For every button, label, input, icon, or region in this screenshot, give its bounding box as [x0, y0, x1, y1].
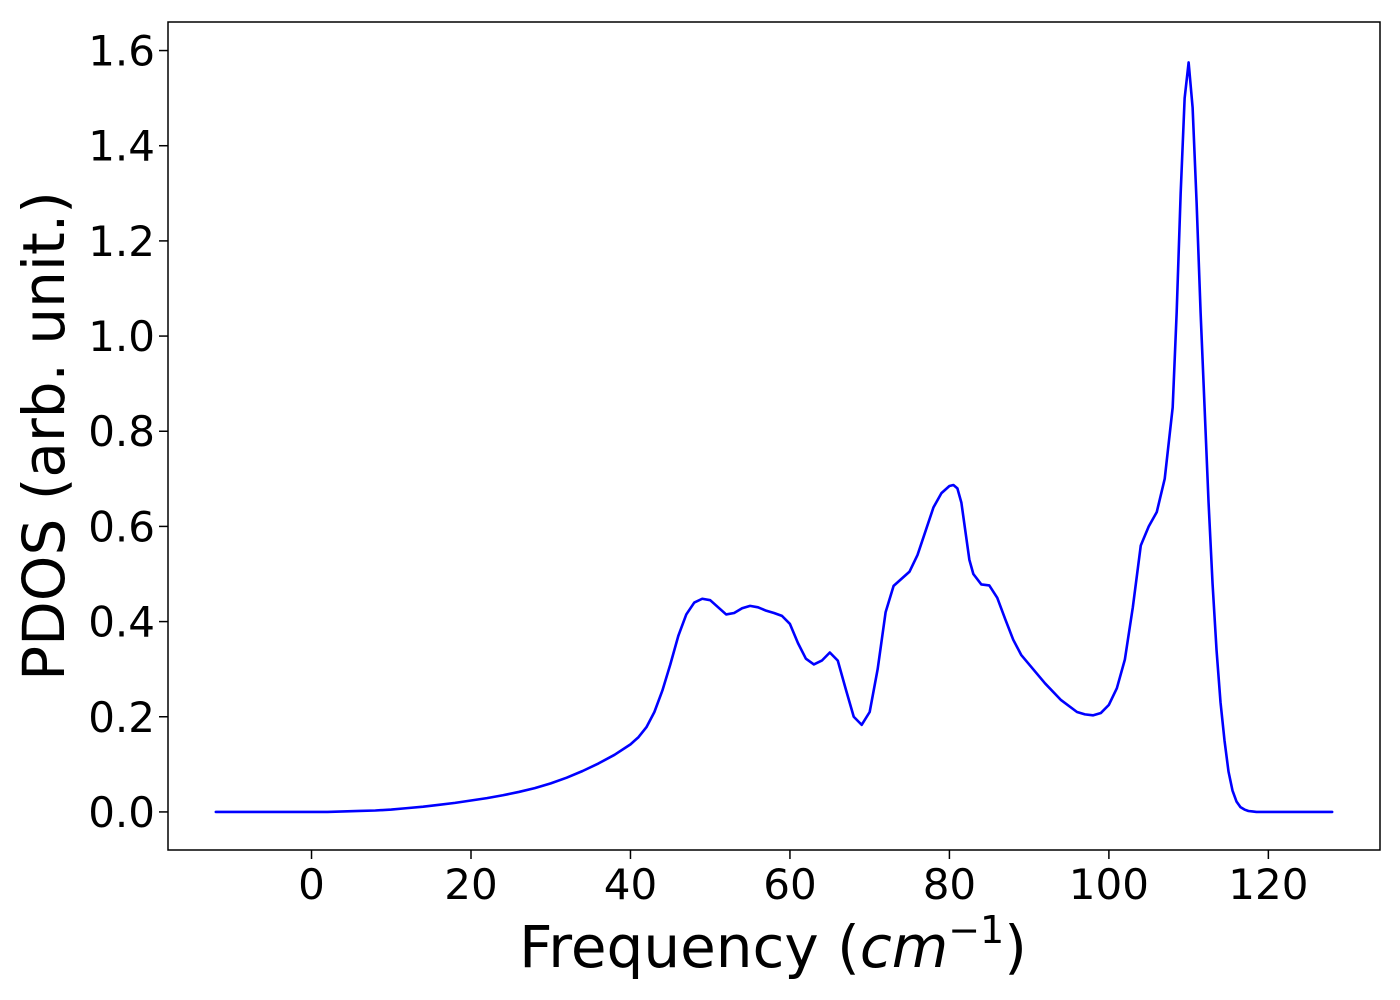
- y-tick-label: 0.0: [88, 788, 155, 837]
- x-axis-label-close: ): [1004, 913, 1027, 981]
- x-tick-label: 60: [763, 860, 816, 909]
- x-tick-label: 20: [444, 860, 497, 909]
- x-axis-label-exponent: −1: [948, 908, 1004, 952]
- x-tick-label: 0: [298, 860, 325, 909]
- y-tick-label: 0.4: [88, 598, 155, 647]
- y-tick-label: 0.6: [88, 502, 155, 551]
- x-tick-label: 120: [1228, 860, 1308, 909]
- x-axis-label-unit: cm: [860, 913, 948, 981]
- plot-frame: [167, 21, 1381, 851]
- x-tick-label: 80: [923, 860, 976, 909]
- y-tick-label: 1.0: [88, 312, 155, 361]
- x-tick-label: 100: [1069, 860, 1149, 909]
- y-tick-label: 1.6: [88, 27, 155, 76]
- y-tick-label: 1.4: [88, 122, 155, 171]
- y-tick-label: 1.2: [88, 217, 155, 266]
- y-axis-ticks: 0.0 0.2 0.4 0.6 0.8 1.0 1.2 1.4 1.6: [88, 27, 168, 837]
- x-axis-ticks: 0 20 40 60 80 100 120: [298, 850, 1308, 909]
- x-axis-label: Frequency (cm−1): [519, 908, 1027, 981]
- x-tick-label: 40: [604, 860, 657, 909]
- y-axis-label: PDOS (arb. unit.): [10, 191, 78, 681]
- y-tick-label: 0.8: [88, 407, 155, 456]
- y-tick-label: 0.2: [88, 693, 155, 742]
- x-axis-label-text: Frequency (: [519, 913, 860, 981]
- pdos-series-line: [214, 61, 1334, 814]
